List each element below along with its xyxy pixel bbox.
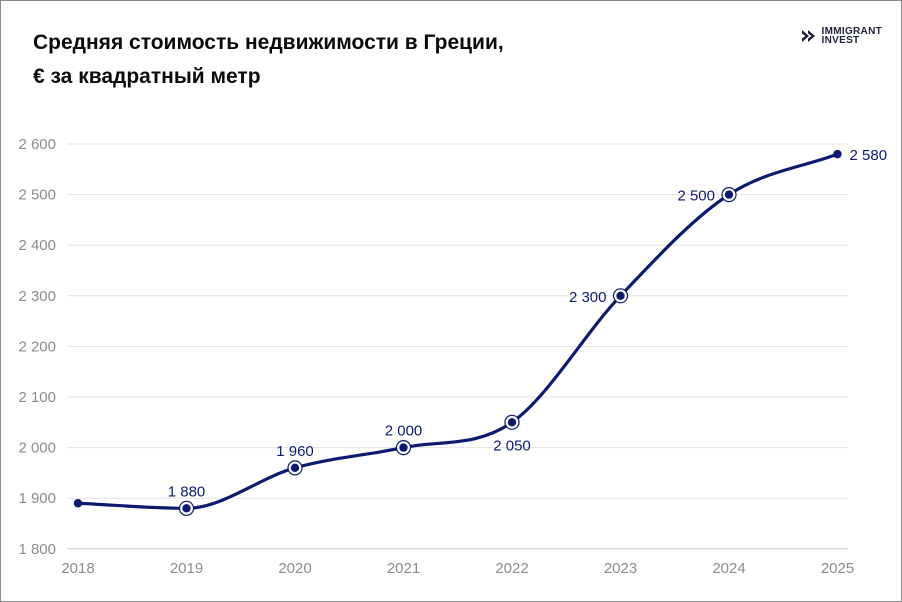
data-point [833, 149, 842, 159]
data-point [290, 463, 300, 473]
data-label: 1 880 [168, 483, 206, 500]
x-tick-label: 2022 [495, 560, 528, 577]
data-label: 2 000 [385, 423, 423, 440]
data-point [724, 190, 734, 199]
y-tick-label: 1 800 [18, 541, 56, 558]
brand-logo: IMMIGRANT INVEST [800, 26, 882, 46]
x-tick-label: 2019 [170, 560, 203, 577]
data-label: 1 960 [276, 443, 314, 460]
x-tick-label: 2020 [278, 560, 311, 577]
y-tick-label: 2 600 [18, 136, 56, 153]
y-tick-label: 2 100 [18, 389, 56, 406]
chart-title-line1: Средняя стоимость недвижимости в Греции, [33, 31, 504, 54]
data-label: 2 500 [677, 188, 715, 205]
chevron-logo-icon [801, 30, 815, 42]
series-line [76, 152, 840, 510]
data-point [616, 291, 625, 300]
data-point [182, 504, 191, 513]
x-tick-label: 2025 [821, 560, 854, 577]
data-point [399, 443, 408, 452]
y-tick-label: 2 400 [18, 237, 56, 254]
data-point [73, 499, 83, 508]
chart-title: Средняя стоимость недвижимости в Греции,… [33, 26, 504, 94]
x-tick-label: 2024 [712, 560, 745, 577]
chart-title-line2: € за квадратный метр [33, 65, 261, 88]
y-tick-label: 2 200 [18, 338, 56, 355]
x-tick-label: 2023 [604, 560, 637, 577]
data-label: 2 580 [850, 147, 888, 164]
y-tick-label: 2 000 [18, 440, 56, 457]
y-tick-label: 2 300 [18, 288, 56, 305]
data-label: 2 050 [493, 437, 531, 454]
y-tick-label: 2 500 [18, 187, 56, 204]
y-tick-label: 1 900 [18, 490, 56, 507]
brand-logo-line2: INVEST [821, 35, 860, 46]
brand-logo-line1: IMMIGRANT [821, 26, 882, 37]
x-tick-label: 2021 [387, 560, 420, 577]
brand-logo-text: IMMIGRANT INVEST [821, 26, 882, 46]
x-tick-label: 2018 [61, 560, 94, 577]
data-point [507, 418, 517, 427]
data-label: 2 300 [569, 289, 607, 306]
